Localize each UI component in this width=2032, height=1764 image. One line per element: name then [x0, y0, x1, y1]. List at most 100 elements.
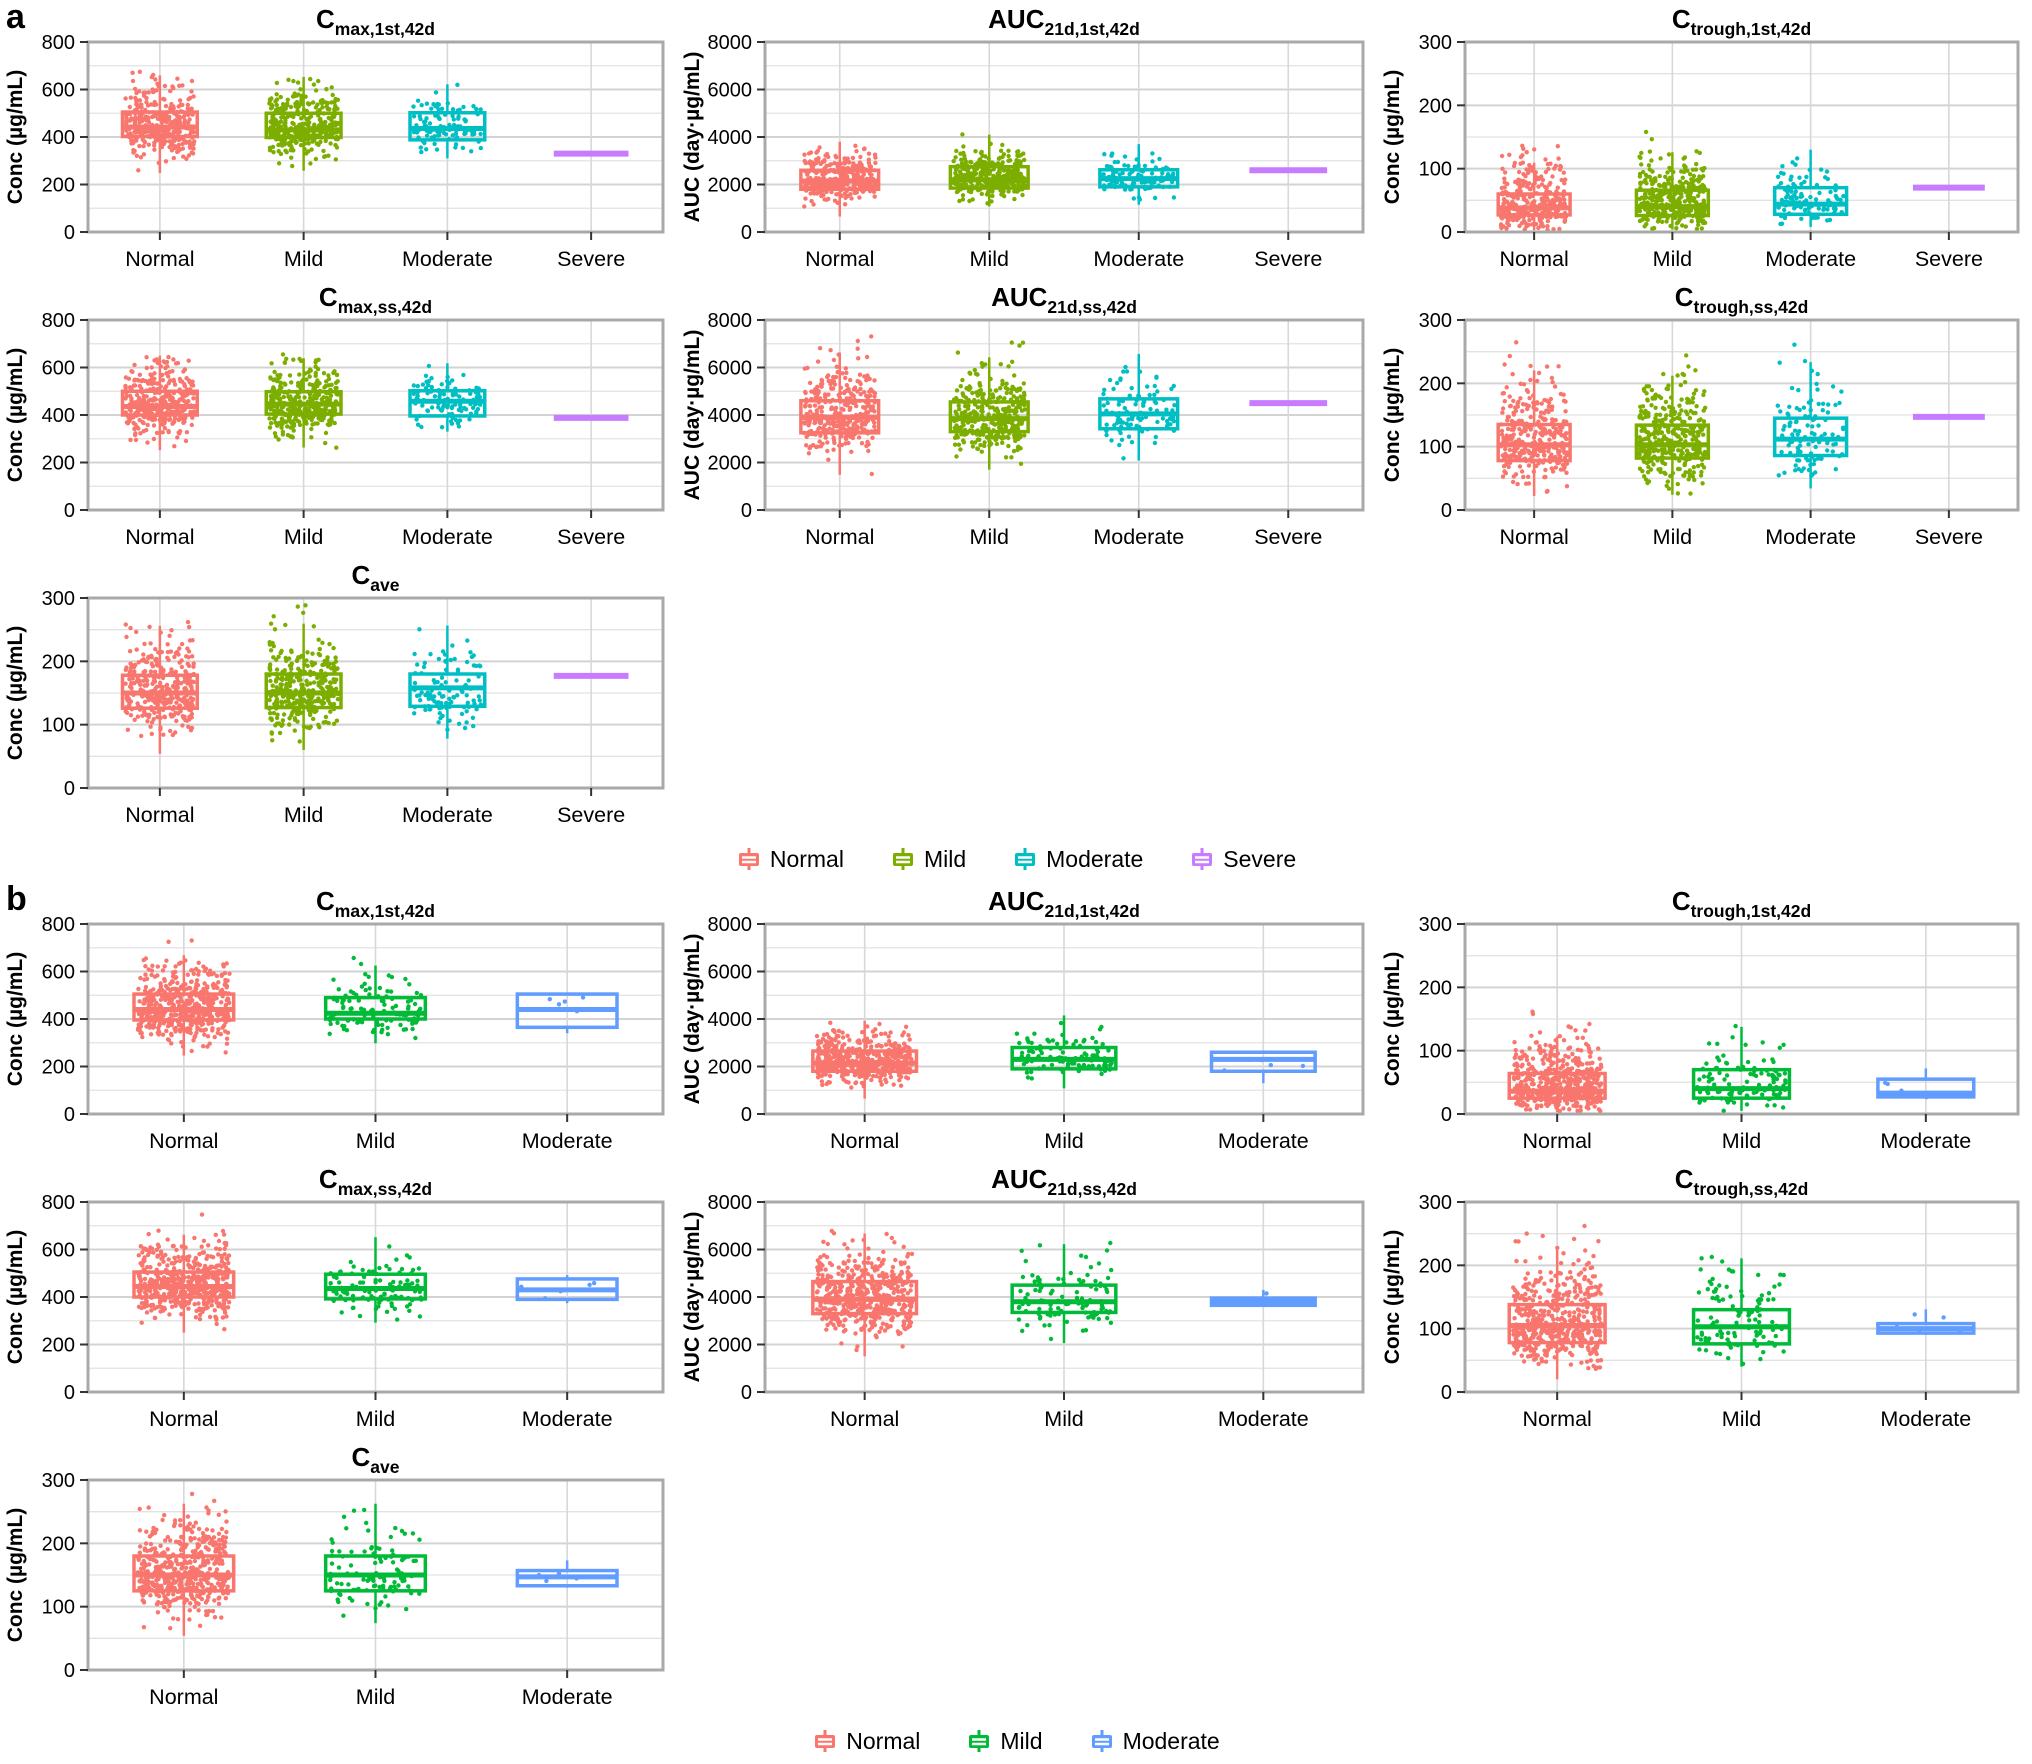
y-tick-label: 300: [42, 588, 75, 610]
x-category-label: Normal: [1523, 1129, 1592, 1153]
y-tick-label: 200: [42, 1533, 75, 1555]
y-tick-label: 600: [42, 962, 75, 984]
legend-item-label: Mild: [924, 846, 966, 873]
y-tick-label: 6000: [708, 1240, 753, 1262]
y-tick-label: 600: [42, 1240, 75, 1262]
chart-title: AUC21d,1st,42d: [988, 4, 1140, 39]
x-category-label: Moderate: [1218, 1129, 1309, 1153]
x-category-label: Normal: [1499, 247, 1568, 271]
chart-title: AUC21d,1st,42d: [988, 886, 1140, 921]
x-category-label: Severe: [557, 247, 625, 271]
y-tick-label: 8000: [708, 32, 753, 54]
y-tick-label: 200: [1419, 95, 1452, 117]
legend-item-normal: Normal: [736, 846, 844, 873]
y-tick-label: 2000: [708, 1335, 753, 1357]
legend-item-label: Severe: [1223, 846, 1296, 873]
x-category-label: Moderate: [522, 1129, 613, 1153]
panel-a-legend: Normal Mild Moderate Severe: [0, 836, 2032, 882]
x-category-label: Mild: [1722, 1129, 1761, 1153]
legend-item-normal: Normal: [812, 1728, 920, 1755]
legend-item-label: Moderate: [1123, 1728, 1220, 1755]
y-tick-label: 0: [741, 1382, 752, 1404]
x-category-label: Mild: [1653, 525, 1692, 549]
y-axis-title: AUC (day·µg/mL): [681, 1212, 704, 1383]
chart-title: AUC21d,ss,42d: [991, 282, 1137, 317]
chart-title: Cmax,1st,42d: [316, 886, 435, 921]
y-axis-title: AUC (day·µg/mL): [681, 934, 704, 1105]
y-axis-title: Conc (µg/mL): [1381, 1230, 1404, 1365]
x-category-label: Normal: [1499, 525, 1568, 549]
x-category-label: Normal: [805, 525, 874, 549]
y-axis-title: Conc (µg/mL): [4, 626, 27, 761]
y-tick-label: 400: [42, 127, 75, 149]
x-category-label: Severe: [1915, 247, 1983, 271]
y-tick-label: 200: [42, 175, 75, 197]
y-tick-label: 2000: [708, 175, 753, 197]
y-tick-label: 200: [42, 1057, 75, 1079]
x-category-label: Moderate: [1093, 525, 1184, 549]
y-tick-label: 100: [1419, 1319, 1452, 1341]
y-tick-label: 200: [42, 651, 75, 673]
y-tick-label: 0: [1441, 1104, 1452, 1126]
x-category-label: Severe: [557, 525, 625, 549]
y-tick-label: 0: [64, 1660, 75, 1682]
y-tick-label: 800: [42, 310, 75, 332]
x-category-label: Normal: [805, 247, 874, 271]
legend-item-label: Normal: [770, 846, 844, 873]
y-tick-label: 0: [64, 1104, 75, 1126]
legend-item-label: Normal: [846, 1728, 920, 1755]
y-tick-label: 0: [1441, 1382, 1452, 1404]
y-tick-label: 600: [42, 80, 75, 102]
x-category-label: Moderate: [522, 1685, 613, 1709]
y-tick-label: 4000: [708, 127, 753, 149]
panel-a-charts: 0 200 400 600 800 Normal Mild Moderate Severe Con…: [0, 2, 2032, 836]
boxplot-key-icon: [1089, 1728, 1115, 1754]
legend-item-mild: Mild: [890, 846, 966, 873]
boxplot-key-icon: [966, 1728, 992, 1754]
y-axis-title: Conc (µg/mL): [1381, 348, 1404, 483]
legend-item-moderate: Moderate: [1089, 1728, 1220, 1755]
x-category-label: Moderate: [402, 525, 493, 549]
x-category-label: Severe: [1915, 525, 1983, 549]
y-tick-label: 2000: [708, 453, 753, 475]
y-tick-label: 200: [42, 453, 75, 475]
y-tick-label: 4000: [708, 1287, 753, 1309]
y-axis-title: Conc (µg/mL): [4, 1230, 27, 1365]
boxplot-key-icon: [812, 1728, 838, 1754]
y-tick-label: 100: [42, 1597, 75, 1619]
y-tick-label: 6000: [708, 80, 753, 102]
y-axis-title: AUC (day·µg/mL): [681, 330, 704, 501]
x-category-label: Severe: [1254, 247, 1322, 271]
legend-item-label: Mild: [1000, 1728, 1042, 1755]
boxplot-key-icon: [1012, 846, 1038, 872]
x-category-label: Mild: [284, 803, 323, 827]
chart-title: Cmax,1st,42d: [316, 4, 435, 39]
y-tick-label: 400: [42, 405, 75, 427]
legend-item-moderate: Moderate: [1012, 846, 1143, 873]
x-category-label: Moderate: [1765, 525, 1856, 549]
y-tick-label: 0: [64, 1382, 75, 1404]
y-tick-label: 0: [64, 222, 75, 244]
x-category-label: Normal: [125, 525, 194, 549]
x-category-label: Mild: [1653, 247, 1692, 271]
y-tick-label: 300: [1419, 1192, 1452, 1214]
y-tick-label: 100: [1419, 159, 1452, 181]
x-category-label: Mild: [356, 1129, 395, 1153]
y-tick-label: 200: [1419, 1255, 1452, 1277]
x-category-label: Mild: [356, 1407, 395, 1431]
y-tick-label: 6000: [708, 358, 753, 380]
x-category-label: Moderate: [522, 1407, 613, 1431]
panel-a-label: a: [6, 0, 25, 34]
y-tick-label: 8000: [708, 1192, 753, 1214]
y-tick-label: 100: [42, 715, 75, 737]
